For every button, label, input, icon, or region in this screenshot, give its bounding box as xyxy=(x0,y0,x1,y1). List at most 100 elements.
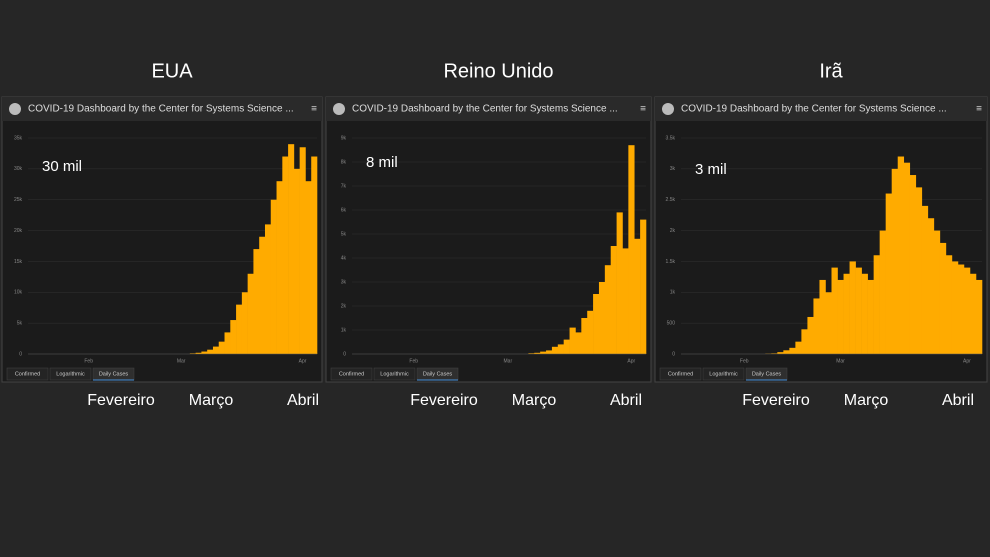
bar xyxy=(879,230,886,354)
bar xyxy=(593,294,600,354)
bar xyxy=(975,279,983,354)
bar xyxy=(528,353,535,354)
bar xyxy=(195,352,202,354)
y-tick-label: 1k xyxy=(670,290,676,296)
bar xyxy=(236,304,243,354)
y-tick-label: 1.5k xyxy=(666,259,676,265)
bar xyxy=(933,230,941,354)
bar xyxy=(891,168,899,354)
y-tick-label: 3k xyxy=(670,166,676,172)
x-tick-label: Apr xyxy=(627,358,635,364)
bar xyxy=(628,145,635,354)
logo xyxy=(333,103,345,115)
bar xyxy=(241,292,248,354)
bar xyxy=(207,349,214,354)
tab-label: Confirmed xyxy=(668,371,693,377)
bar xyxy=(813,298,820,354)
bar xyxy=(837,279,844,354)
bar xyxy=(604,265,612,354)
month-label: Abril xyxy=(287,392,319,409)
bar xyxy=(276,181,283,354)
bar xyxy=(897,156,905,354)
tab xyxy=(330,367,373,381)
bar xyxy=(825,292,832,354)
panel-title: Irã xyxy=(819,60,843,82)
tab-label: Daily Cases xyxy=(752,371,782,377)
bar xyxy=(843,273,850,354)
month-label: Março xyxy=(512,392,557,409)
y-tick-label: 2k xyxy=(670,228,676,234)
bar xyxy=(551,346,559,354)
bar xyxy=(909,175,917,354)
month-label: Fevereiro xyxy=(410,392,478,409)
tab-label: Daily Cases xyxy=(99,371,129,377)
bar xyxy=(885,193,892,354)
bar xyxy=(616,212,623,354)
x-tick-label: Apr xyxy=(299,358,307,364)
y-tick-label: 15k xyxy=(14,259,23,265)
panel-header xyxy=(2,97,322,121)
bar xyxy=(569,327,576,354)
dashboard-title: COVID-19 Dashboard by the Center for Sys… xyxy=(681,104,947,115)
bar xyxy=(587,310,594,354)
bar xyxy=(783,350,790,354)
y-tick-label: 30k xyxy=(14,166,23,172)
tab xyxy=(49,367,92,381)
dashboard-title: COVID-19 Dashboard by the Center for Sys… xyxy=(352,104,618,115)
panel-title: Reino Unido xyxy=(443,60,553,82)
month-label: Fevereiro xyxy=(742,392,810,409)
bar xyxy=(915,187,923,354)
bar xyxy=(951,261,959,354)
tab-label: Daily Cases xyxy=(423,371,453,377)
y-tick-label: 35k xyxy=(14,135,23,141)
bar xyxy=(189,353,196,354)
y-tick-label: 7k xyxy=(341,183,347,189)
tab-label: Logarithmic xyxy=(380,371,409,377)
tab-label: Logarithmic xyxy=(709,371,738,377)
y-tick-label: 9k xyxy=(341,135,347,141)
y-tick-label: 8k xyxy=(341,159,347,165)
y-tick-label: 25k xyxy=(14,197,23,203)
bar xyxy=(575,332,582,354)
bar xyxy=(546,350,553,354)
month-label: Março xyxy=(189,392,234,409)
logo xyxy=(662,103,674,115)
bar xyxy=(201,351,208,354)
bar xyxy=(282,156,289,354)
bar xyxy=(771,353,778,354)
bar xyxy=(247,273,254,354)
bar xyxy=(963,267,971,354)
y-tick-label: 0 xyxy=(19,351,22,357)
bar xyxy=(598,282,606,354)
y-tick-label: 5k xyxy=(341,231,347,237)
bar xyxy=(801,329,808,354)
y-tick-label: 5k xyxy=(17,320,23,326)
bar xyxy=(311,156,318,354)
bar xyxy=(610,246,617,354)
bar xyxy=(945,255,953,354)
month-label: Abril xyxy=(942,392,974,409)
panel-header xyxy=(326,97,651,121)
bar xyxy=(634,238,641,354)
bar xyxy=(224,332,231,354)
y-tick-label: 2.5k xyxy=(666,197,676,203)
y-tick-label: 0 xyxy=(672,351,675,357)
y-tick-label: 2k xyxy=(341,303,347,309)
bar xyxy=(819,279,826,354)
bar xyxy=(557,344,564,354)
tab xyxy=(373,367,416,381)
x-tick-label: Feb xyxy=(84,358,93,364)
bar xyxy=(927,218,935,354)
tab-label: Confirmed xyxy=(15,371,40,377)
logo xyxy=(9,103,21,115)
tab-label: Confirmed xyxy=(339,371,364,377)
bar xyxy=(873,255,880,354)
menu-icon: ≡ xyxy=(311,104,317,115)
bar xyxy=(534,352,541,354)
bar xyxy=(305,181,312,354)
bar xyxy=(789,347,796,354)
tab xyxy=(702,367,745,381)
month-label: Março xyxy=(844,392,889,409)
